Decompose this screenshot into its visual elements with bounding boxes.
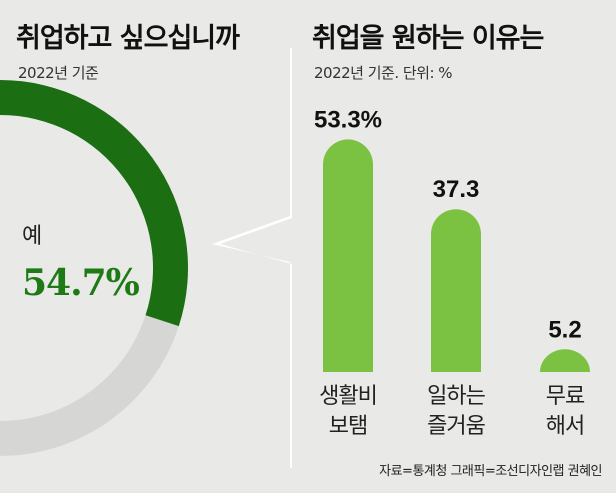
left-chart-title: 취업하고 싶으십니까: [16, 23, 240, 54]
donut-answer-label: 예: [22, 224, 43, 249]
source-credit: 자료=통계청 그래픽=조선디자인랩 권혜인: [379, 464, 602, 479]
bar-value-label-0: 53.3%: [314, 106, 382, 133]
donut-answer-value: 54.7%: [22, 262, 140, 304]
category-label-2: 무료 해서: [545, 384, 585, 439]
bar-2: [540, 349, 590, 372]
bar-1: [431, 209, 481, 372]
left-chart-subtitle: 2022년 기준: [18, 64, 99, 82]
category-label-1: 일하는 즐거움: [427, 384, 486, 439]
bar-value-label-1: 37.3: [433, 176, 480, 203]
donut-yes-arc: [0, 80, 189, 327]
donut-chart: [0, 48, 292, 468]
right-chart-title: 취업을 원하는 이유는: [312, 23, 544, 54]
donut-rest-arc: [0, 315, 179, 456]
bar-0: [323, 139, 373, 372]
bar-value-label-2: 5.2: [548, 316, 581, 343]
right-chart-subtitle: 2022년 기준. 단위: %: [314, 64, 453, 82]
category-label-0: 생활비 보탬: [319, 384, 378, 439]
